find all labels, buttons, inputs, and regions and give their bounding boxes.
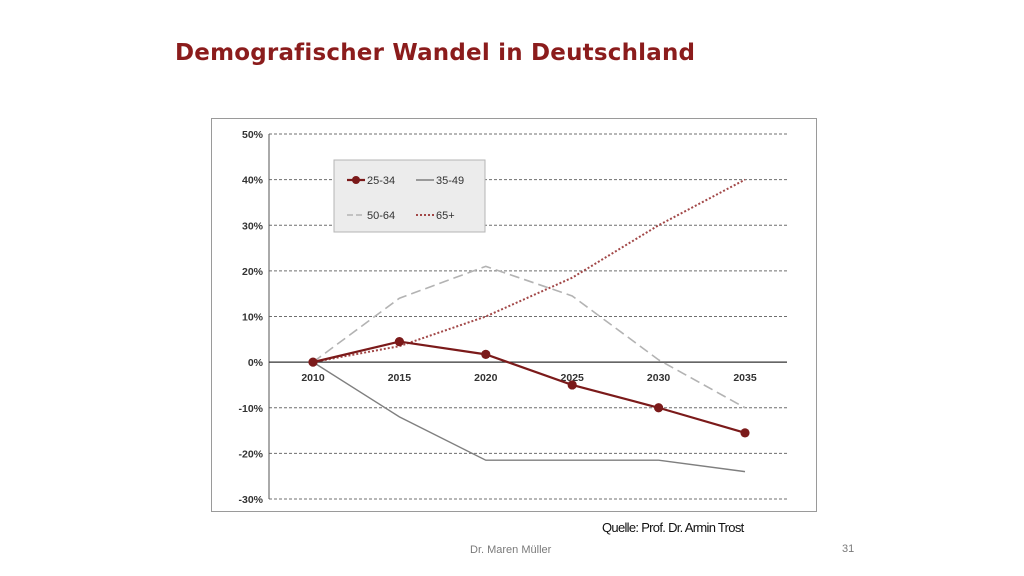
line-chart: 50%40%30%20%10%0%-10%-20%-30% 2010 2015 20… [238,129,787,506]
data-point-25-34 [308,357,318,367]
slide-title: Demografischer Wandel in Deutschland [175,40,696,66]
chart-frame: 50% 40% 30% 20% 10% 0% -10% -20% -30% 2010 2015 20… [211,118,817,512]
x-tick-label: 2015 [388,372,412,384]
page-number: 31 [842,543,855,555]
x-tick-label: 2035 [733,372,757,384]
series-layer [308,178,750,473]
legend: 25-34 35-49 50-64 65+ [333,159,486,233]
series-line-65+ [312,178,746,364]
data-point-25-34 [740,428,750,438]
data-point-25-34 [567,380,577,390]
y-tick-label: -30% [238,494,263,506]
y-tick-label: 40% [242,175,264,187]
x-tick-label: 2030 [647,372,671,384]
data-point-25-34 [654,403,664,413]
y-tick-label: 10% [242,312,264,324]
legend-label-65+: 65+ [436,210,455,222]
source-note: Quelle: Prof. Dr. Armin Trost [602,520,744,535]
y-tick-label: -10% [238,403,263,415]
y-tick-label: -20% [238,448,263,460]
legend-label-50-64: 50-64 [367,210,395,222]
data-point-25-34 [481,349,491,359]
y-tick-label: 0% [248,357,264,369]
data-point-25-34 [394,336,404,347]
y-axis-ticks: 50% 40% 30% 20% 10% 0% -10% -20% -30% [238,129,263,506]
y-tick-label: 30% [242,220,264,232]
x-tick-label: 2025 [561,372,585,384]
legend-box [333,159,486,233]
series-line-35-49 [312,361,746,473]
x-tick-label: 2010 [301,372,325,384]
x-axis-ticks: 2010 2015 2020 2025 2030 2035 [301,372,757,384]
y-tick-label: 20% [242,266,264,278]
series-line-25-34 [312,340,746,434]
legend-label-25-34: 25-34 [367,175,395,187]
legend-label-35-49: 35-49 [436,175,464,187]
x-tick-label: 2020 [474,372,498,384]
legend-marker-25-34 [352,176,360,184]
series-line-50-64 [312,265,746,409]
footer-author: Dr. Maren Müller [470,544,552,556]
y-tick-label: 50% [242,129,264,141]
